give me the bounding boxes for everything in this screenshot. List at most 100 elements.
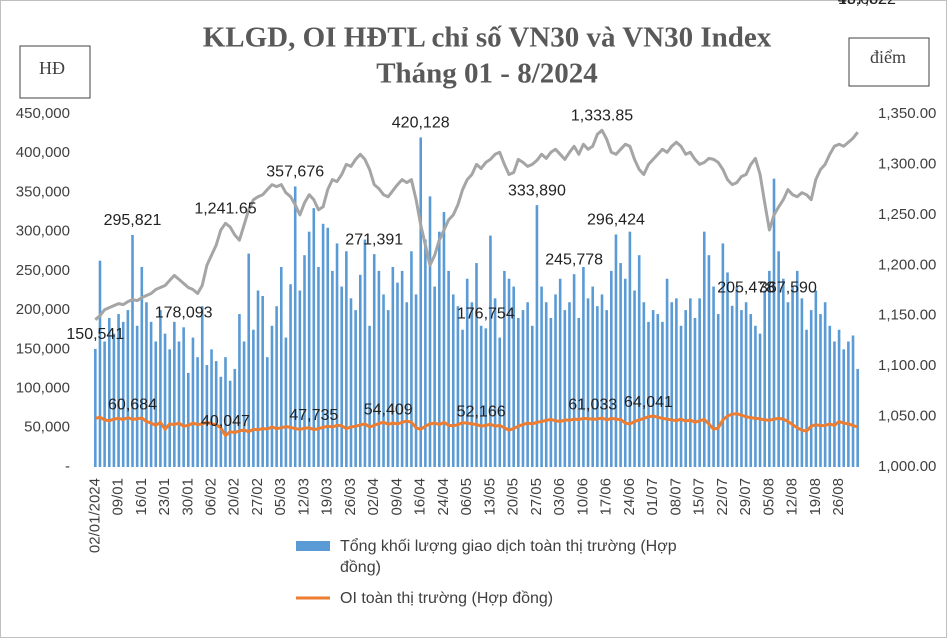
bar	[833, 341, 836, 467]
x-tick-label: 12/03	[295, 478, 312, 516]
y-tick-label: 50,000	[24, 419, 70, 436]
bar	[447, 270, 450, 467]
bar	[358, 274, 362, 467]
y2-tick-label: 1,100.00	[878, 357, 936, 374]
bar	[335, 243, 339, 467]
bar	[642, 302, 646, 467]
bar	[521, 310, 525, 467]
bar	[619, 263, 622, 467]
bar	[549, 317, 553, 467]
bar	[168, 349, 171, 467]
bar	[475, 263, 478, 467]
bar	[530, 325, 534, 467]
bar	[103, 341, 106, 467]
bar	[800, 298, 804, 467]
bar	[163, 333, 167, 467]
x-tick-label: 17/06	[598, 478, 615, 516]
y-axis-label: HĐ	[39, 58, 65, 78]
bar	[568, 302, 571, 467]
bar	[266, 357, 269, 467]
bar	[554, 294, 557, 467]
x-tick-label: 02/01/2024	[86, 478, 103, 553]
bar	[219, 376, 223, 467]
bar	[298, 290, 302, 467]
bar	[735, 286, 739, 467]
bar	[433, 286, 436, 467]
line	[94, 128, 859, 321]
bar	[512, 286, 515, 467]
bar	[563, 310, 567, 467]
bar	[321, 223, 325, 467]
bar	[159, 310, 162, 467]
bar	[823, 302, 827, 467]
x-tick-label: 06/05	[458, 478, 475, 516]
data-label: 45,682	[838, 0, 887, 8]
bar	[847, 341, 850, 467]
bar	[572, 274, 576, 467]
x-tick-label: 16/01	[133, 478, 150, 516]
bar	[293, 186, 297, 468]
bar	[256, 290, 260, 467]
bar	[540, 286, 543, 467]
data-label: 245,778	[545, 251, 603, 268]
bar	[809, 310, 813, 467]
bar	[386, 310, 390, 467]
x-tick-label: 24/04	[435, 478, 452, 516]
y2-tick-label: 1,050.00	[878, 408, 936, 425]
bar	[819, 314, 822, 467]
bar	[489, 235, 492, 467]
x-tick-label: 15/07	[691, 478, 708, 516]
bar	[289, 284, 292, 467]
bar	[526, 302, 529, 467]
data-label: 367,590	[759, 279, 817, 296]
y2-tick-label: 1,300.00	[878, 155, 936, 172]
bar	[461, 329, 464, 467]
bar	[493, 298, 497, 467]
x-tick-label: 26/08	[830, 478, 847, 516]
bar	[698, 298, 701, 467]
bar	[707, 255, 711, 467]
x-tick-label: 05/08	[760, 478, 777, 516]
bar	[126, 310, 130, 467]
bar	[577, 317, 581, 467]
bar	[214, 361, 218, 467]
bar	[670, 302, 674, 467]
bar	[535, 205, 539, 467]
bar	[503, 270, 506, 467]
bar	[689, 298, 692, 467]
bar	[345, 251, 348, 467]
x-tick-label: 03/06	[551, 478, 568, 516]
bar	[605, 310, 608, 467]
bar	[242, 341, 246, 467]
bar	[154, 341, 158, 467]
bar	[842, 349, 846, 467]
legend-label: OI toàn thị trường (Hợp đồng)	[340, 590, 553, 607]
bar	[768, 270, 771, 467]
bar	[326, 227, 330, 467]
bar	[498, 337, 502, 467]
bar	[252, 329, 255, 467]
bar	[544, 302, 548, 467]
bar	[730, 305, 734, 467]
bar	[354, 310, 357, 467]
y-tick-label: 100,000	[16, 380, 70, 397]
bar	[456, 306, 460, 467]
bar	[428, 196, 432, 467]
bar	[131, 234, 134, 467]
bar	[98, 260, 102, 467]
bar	[107, 317, 111, 467]
bar	[791, 286, 794, 467]
bar	[614, 234, 618, 467]
bar	[814, 290, 818, 467]
x-tick-label: 22/07	[714, 478, 731, 516]
bar	[754, 325, 757, 467]
bar	[196, 357, 199, 467]
bar	[140, 266, 144, 467]
bar	[647, 321, 650, 467]
bar	[679, 325, 683, 467]
bar	[786, 302, 790, 467]
y-tick-label: 300,000	[16, 223, 70, 240]
x-tick-label: 27/05	[528, 478, 545, 516]
bar	[94, 348, 97, 467]
